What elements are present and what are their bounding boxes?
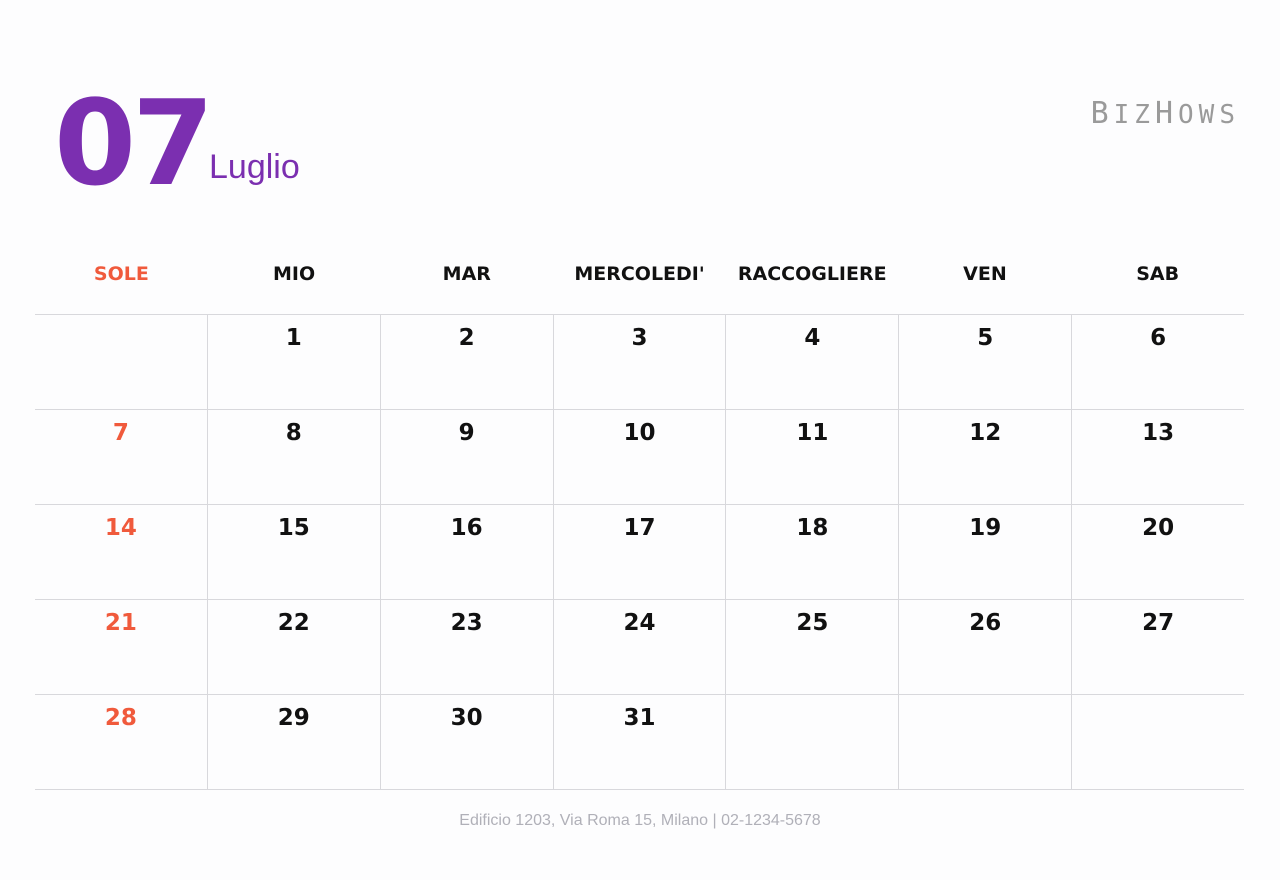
weekday-label: MERCOLEDI' — [574, 263, 705, 285]
day-cell: 11 — [725, 410, 898, 504]
day-cell: 12 — [898, 410, 1071, 504]
day-cell — [725, 695, 898, 789]
day-cell: 5 — [898, 315, 1071, 409]
weekday-label: VEN — [963, 263, 1007, 285]
day-cell: 16 — [379, 505, 553, 599]
day-cell: 8 — [206, 410, 380, 504]
day-cell: 1 — [206, 315, 380, 409]
day-cell: 15 — [206, 505, 380, 599]
day-cell: 22 — [206, 600, 380, 694]
day-cell: 20 — [1071, 505, 1244, 599]
day-cell — [35, 315, 207, 409]
weekday-label: RACCOGLIERE — [737, 263, 887, 285]
day-cell: 27 — [1071, 600, 1244, 694]
day-cell: 7 — [112, 420, 129, 446]
day-cell: 17 — [552, 505, 726, 599]
day-cell: 6 — [1071, 315, 1244, 409]
weekday-label: SOLE — [93, 263, 149, 285]
weekday-label: SAB — [1136, 263, 1180, 285]
day-cell: 26 — [898, 600, 1071, 694]
day-cell: 19 — [898, 505, 1071, 599]
day-cell: 9 — [379, 410, 553, 504]
day-cell: 24 — [552, 600, 726, 694]
footer-address: Edificio 1203, Via Roma 15, Milano | 02-… — [459, 812, 821, 829]
day-cell: 25 — [725, 600, 898, 694]
day-cell: 29 — [206, 695, 380, 789]
weekday-label: MAR — [442, 263, 491, 285]
month-name: Luglio — [209, 148, 300, 186]
day-cell: 31 — [552, 695, 726, 789]
day-cell: 30 — [379, 695, 553, 789]
calendar-body: 1 2 3 4 5 6 7 8 9 10 11 12 13 14 15 16 17 18 19 20 21 22 23 24 2… — [35, 315, 1244, 790]
day-cell: 13 — [1071, 410, 1244, 504]
day-cell: 18 — [725, 505, 898, 599]
day-cell: 4 — [725, 315, 898, 409]
day-cell: 21 — [104, 610, 137, 636]
day-cell — [898, 695, 1071, 789]
day-cell: 14 — [104, 515, 137, 541]
day-cell: 2 — [379, 315, 553, 409]
weekday-header: SOLE MIO MAR MERCOLEDI' RACCOGLIERE VEN SAB — [35, 250, 1244, 315]
month-number: 07 — [54, 74, 214, 212]
day-cell — [1071, 695, 1244, 789]
day-cell: 10 — [552, 410, 726, 504]
day-cell: 3 — [552, 315, 726, 409]
week-row: 21 22 23 24 25 26 27 — [35, 600, 1244, 695]
weekday-label: MIO — [273, 263, 316, 285]
brand-logo: BIZHOWS — [1090, 96, 1240, 131]
day-cell: 28 — [104, 705, 137, 731]
week-row: 7 8 9 10 11 12 13 — [35, 410, 1244, 505]
week-row: 28 29 30 31 — [35, 695, 1244, 790]
day-cell: 23 — [379, 600, 553, 694]
week-row: 14 15 16 17 18 19 20 — [35, 505, 1244, 600]
